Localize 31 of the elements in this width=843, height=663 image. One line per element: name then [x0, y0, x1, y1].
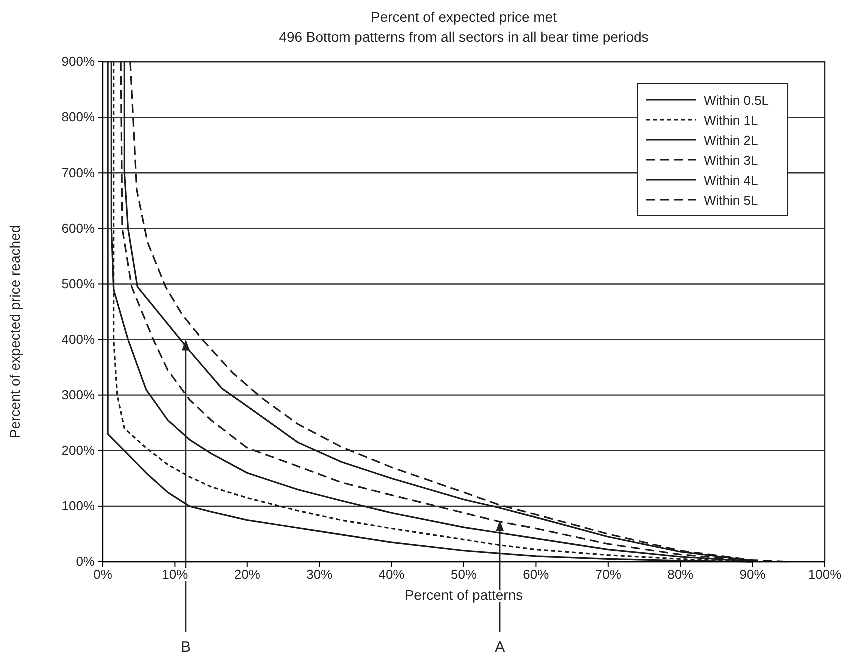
y-tick-label: 200%	[62, 443, 96, 458]
legend-label: Within 4L	[704, 173, 758, 188]
y-axis-title: Percent of expected price reached	[7, 225, 23, 439]
chart-title: Percent of expected price met	[371, 9, 558, 25]
y-tick-label: 800%	[62, 110, 96, 125]
chart-subtitle: 496 Bottom patterns from all sectors in all bear time periods	[279, 29, 649, 45]
x-tick-label: 70%	[595, 567, 622, 582]
y-tick-label: 700%	[62, 165, 96, 180]
y-tick-label: 400%	[62, 332, 96, 347]
x-tick-label: 80%	[668, 567, 694, 582]
annotation: B	[181, 639, 192, 656]
legend-label: Within 5L	[704, 193, 758, 208]
y-tick-label: 500%	[62, 276, 96, 292]
x-tick-label: 20%	[234, 567, 261, 582]
legend-label: Within 2L	[704, 133, 758, 148]
x-tick-label: 40%	[378, 567, 406, 582]
x-tick-label: 30%	[306, 567, 334, 582]
y-tick-label: 600%	[62, 220, 96, 236]
legend-label: Within 1L	[704, 113, 758, 128]
x-tick-label: 50%	[450, 567, 478, 582]
legend-label: Within 0.5L	[704, 93, 770, 108]
x-tick-label: 90%	[740, 567, 766, 582]
legend-label: Within 3L	[704, 153, 758, 168]
y-tick-label: 100%	[62, 498, 96, 514]
y-tick-label: 0%	[76, 554, 96, 570]
y-tick-label: 900%	[62, 54, 96, 70]
y-tick-label: 300%	[62, 387, 96, 402]
annotation: A	[495, 639, 506, 656]
x-tick-label: 0%	[94, 567, 113, 582]
x-tick-label: 60%	[523, 567, 550, 582]
x-tick-label: 100%	[808, 567, 842, 582]
